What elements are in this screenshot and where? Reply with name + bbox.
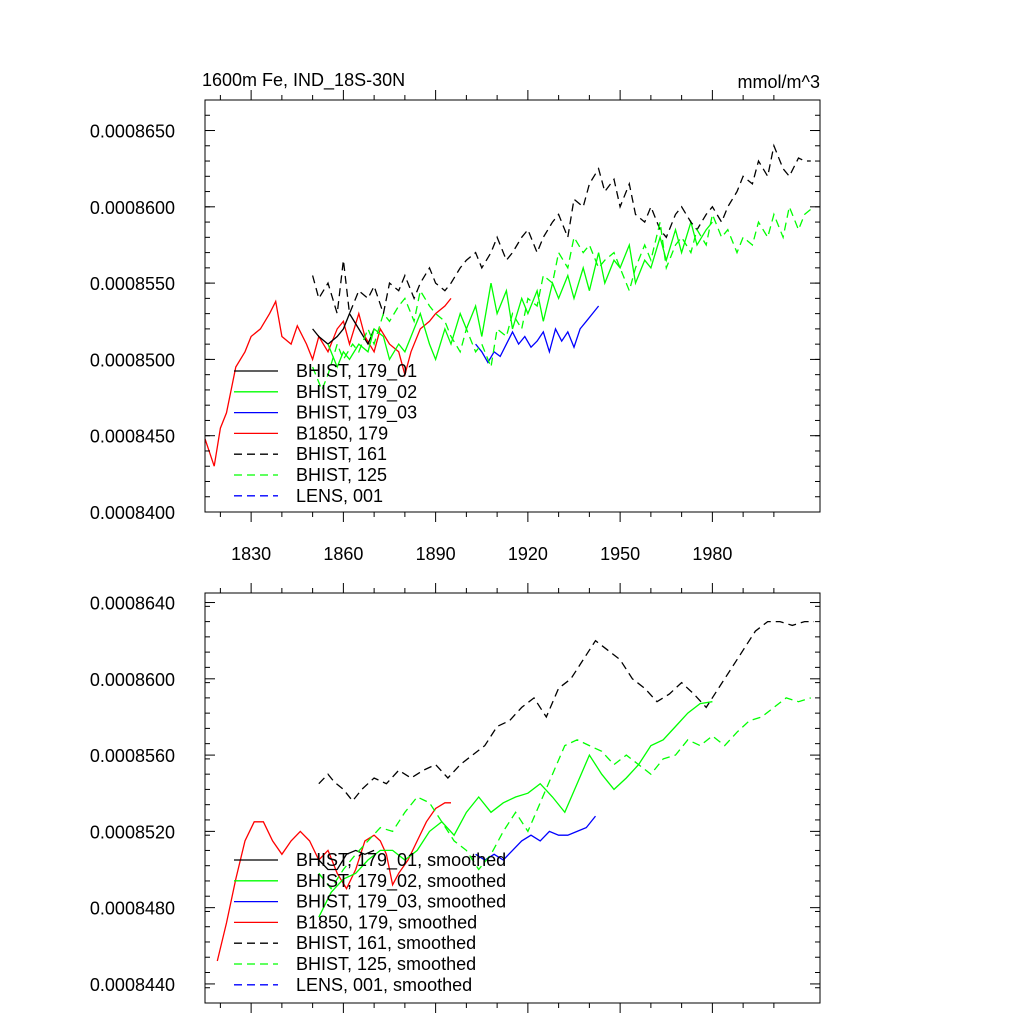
top-ytick-label: 0.0008500 <box>90 350 175 370</box>
top-ytick-label: 0.0008550 <box>90 274 175 294</box>
top-legend-label: B1850, 179 <box>296 423 388 443</box>
bottom-ytick-label: 0.0008560 <box>90 746 175 766</box>
bottom-series-group <box>216 620 814 962</box>
top-xtick-label: 1980 <box>692 544 732 564</box>
top-xtick-label: 1920 <box>508 544 548 564</box>
bottom-ytick-label: 0.0008520 <box>90 822 175 842</box>
top-panel: 1600m Fe, IND_18S-30N mmol/m^3 BHIST, 17… <box>90 70 821 564</box>
top-legend-label: BHIST, 179_01 <box>296 361 417 382</box>
top-legend-label: LENS, 001 <box>296 486 383 506</box>
top-series-line-1 <box>204 297 452 467</box>
top-series-line-2 <box>312 312 375 346</box>
bottom-series-line-5 <box>318 620 814 802</box>
top-series-line-3 <box>327 219 713 369</box>
bottom-ytick-label: 0.0008640 <box>90 594 175 614</box>
bottom-series-line-3 <box>318 701 713 918</box>
top-axes-ticks: 0.0008400 0.0008450 0.0008500 0.0008550 0.00… <box>90 90 820 564</box>
top-ytick-label: 0.0008600 <box>90 198 175 218</box>
top-ytick-label: 0.0008400 <box>90 503 175 523</box>
top-xtick-label: 1950 <box>600 544 640 564</box>
top-legend-label: BHIST, 161 <box>296 444 387 464</box>
bottom-legend-label: BHIST, 179_01, smoothed <box>296 850 506 871</box>
top-plot-frame <box>204 99 821 513</box>
top-series-line-6 <box>311 204 815 392</box>
top-xtick-label: 1890 <box>416 544 456 564</box>
bottom-plot-frame <box>204 592 821 1004</box>
bottom-series-line-4 <box>475 815 597 861</box>
bottom-legend-label: BHIST, 125, smoothed <box>296 954 476 974</box>
top-series-group <box>204 143 815 467</box>
bottom-axes-ticks: 0.0008440 0.0008480 0.0008520 0.0008560 0.00… <box>90 583 820 1013</box>
top-series-line-5 <box>311 143 811 317</box>
bottom-ytick-label: 0.0008600 <box>90 670 175 690</box>
bottom-legend-label: BHIST, 179_02, smoothed <box>296 871 506 892</box>
units-label: mmol/m^3 <box>738 72 820 92</box>
top-ytick-label: 0.0008650 <box>90 122 175 142</box>
top-legend-label: BHIST, 125 <box>296 465 387 485</box>
top-xtick-label: 1830 <box>231 544 271 564</box>
bottom-ytick-label: 0.0008440 <box>90 975 175 995</box>
bottom-legend-label: B1850, 179, smoothed <box>296 912 477 932</box>
bottom-legend-label: LENS, 001, smoothed <box>296 975 472 995</box>
top-ytick-label: 0.0008450 <box>90 427 175 447</box>
top-series-line-4 <box>475 305 600 364</box>
chart-title: 1600m Fe, IND_18S-30N <box>202 70 405 91</box>
top-xtick-label: 1860 <box>323 544 363 564</box>
bottom-legend-label: BHIST, 161, smoothed <box>296 933 476 953</box>
bottom-ytick-label: 0.0008480 <box>90 899 175 919</box>
top-legend-label: BHIST, 179_02 <box>296 382 417 403</box>
bottom-series-line-2 <box>318 849 375 871</box>
bottom-series-line-6 <box>318 697 811 890</box>
bottom-legend-label: BHIST, 179_03, smoothed <box>296 892 506 913</box>
top-legend-label: BHIST, 179_03 <box>296 403 417 424</box>
